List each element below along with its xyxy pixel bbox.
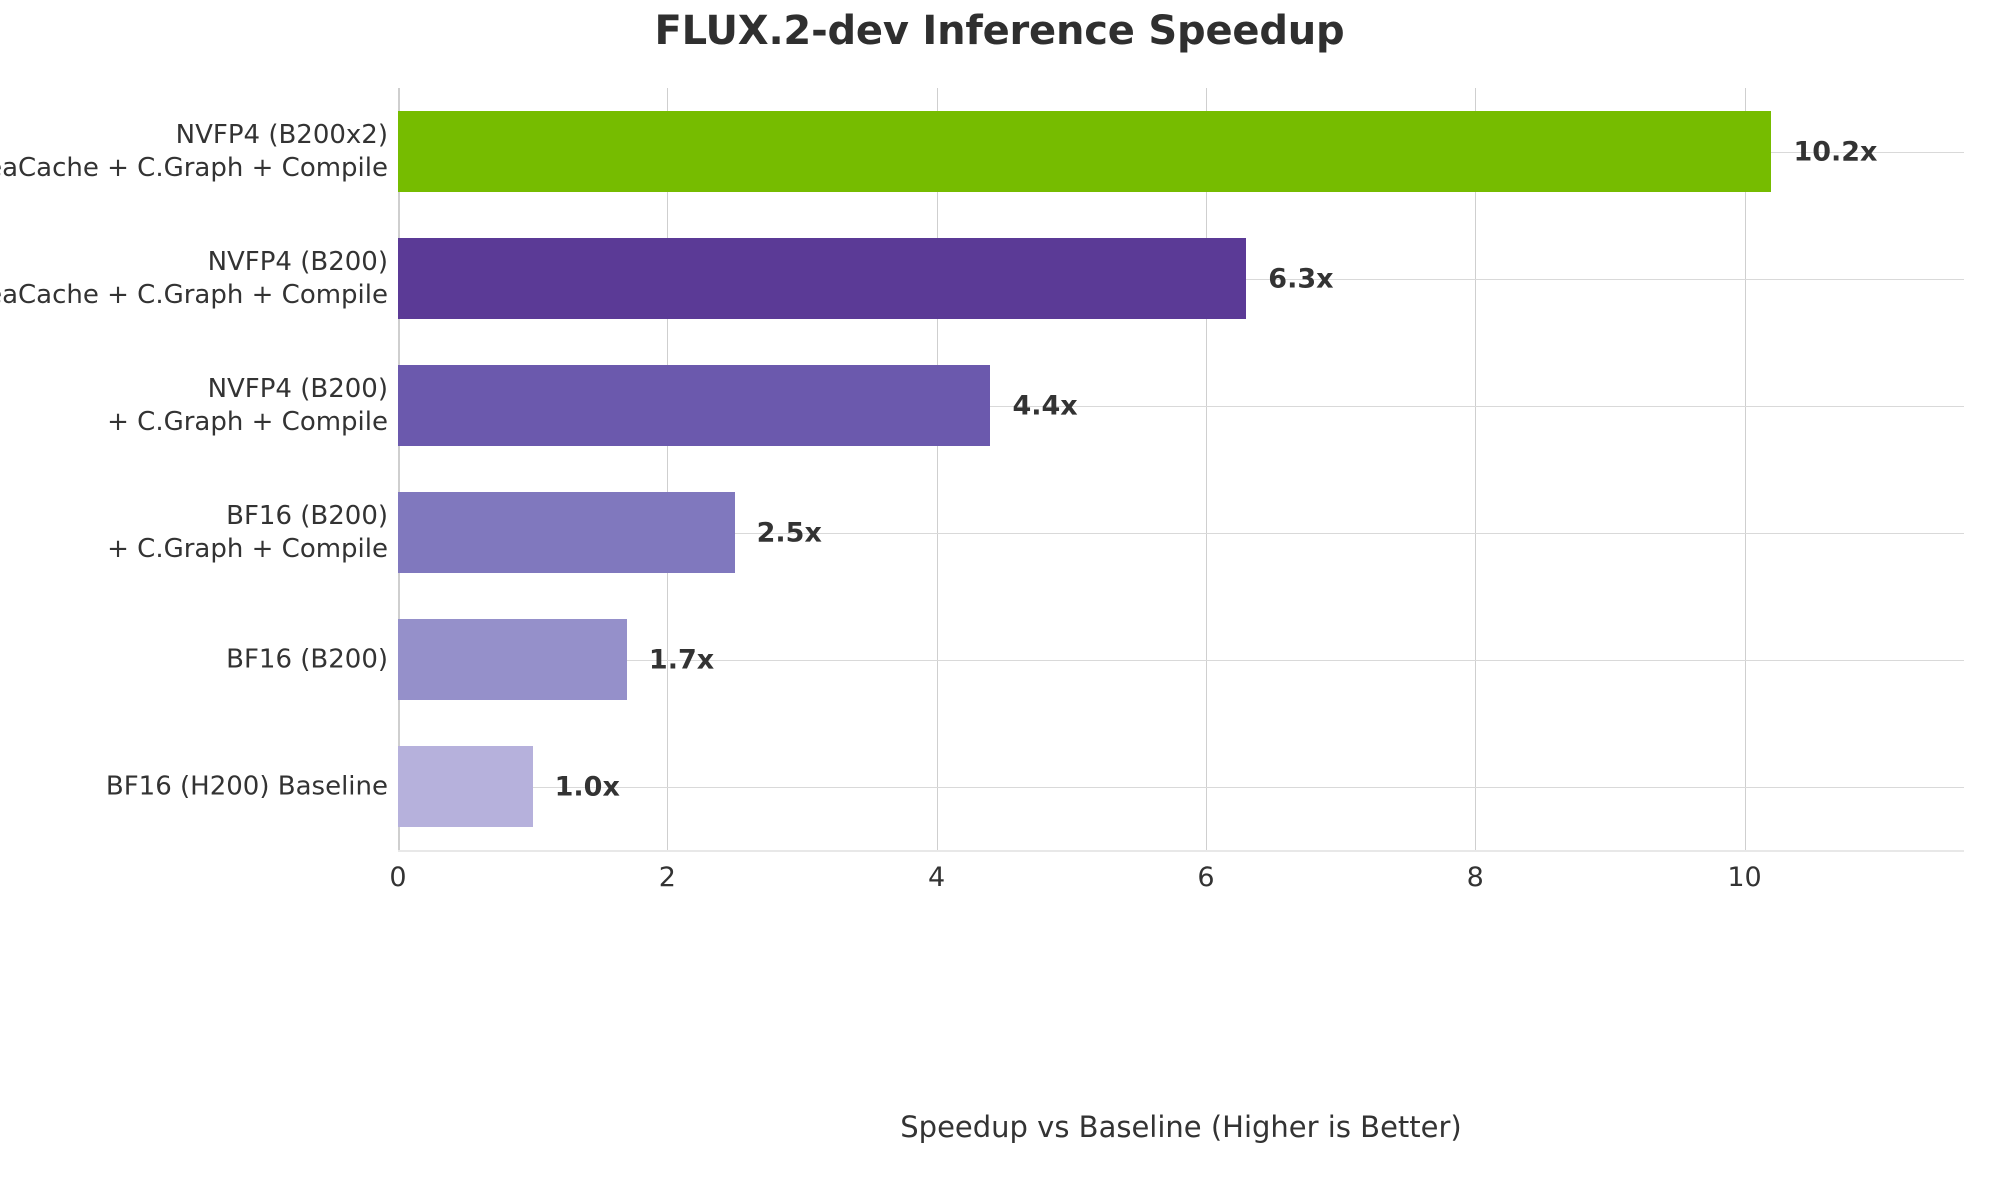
- y-tick-label-line2: + C.Graph + Compile: [107, 406, 388, 437]
- y-gridline: [398, 405, 1964, 407]
- x-gridline: [936, 88, 938, 850]
- y-tick-label: BF16 (B200): [226, 643, 388, 676]
- bar: [398, 618, 627, 701]
- x-tick-label: 10: [1727, 862, 1762, 893]
- y-tick-label: NVFP4 (B200) + C.Graph + Compile: [107, 373, 388, 439]
- y-tick-label: BF16 (H200) Baseline: [106, 770, 388, 803]
- y-gridline: [398, 532, 1964, 534]
- y-tick-label: NVFP4 (B200)+ TeaCache + C.Graph + Compi…: [0, 246, 388, 312]
- y-tick-label-line2: + TeaCache + C.Graph + Compile: [0, 279, 388, 310]
- y-tick-label: NVFP4 (B200x2)+ TeaCache + C.Graph + Com…: [0, 119, 388, 185]
- y-tick-label: BF16 (B200) + C.Graph + Compile: [107, 500, 388, 566]
- bar: [398, 237, 1247, 320]
- x-axis-spine: [398, 850, 1964, 852]
- y-tick-label-line1: NVFP4 (B200x2): [175, 119, 388, 150]
- y-tick-label-line2: + TeaCache + C.Graph + Compile: [0, 152, 388, 183]
- y-gridline: [398, 786, 1964, 788]
- x-axis-label: Speedup vs Baseline (Higher is Better): [900, 1110, 1462, 1144]
- bar: [398, 364, 991, 447]
- x-tick-label: 8: [1466, 862, 1484, 893]
- plot-area: [398, 88, 1964, 850]
- x-gridline: [1205, 88, 1207, 850]
- y-axis-spine: [398, 88, 400, 850]
- bar-value-label: 1.7x: [648, 644, 715, 675]
- y-tick-label-line1: NVFP4 (B200): [207, 373, 388, 404]
- chart-title: FLUX.2-dev Inference Speedup: [654, 8, 1345, 54]
- x-gridline: [398, 88, 399, 850]
- x-tick-label: 0: [389, 862, 407, 893]
- y-tick-label-line1: BF16 (B200): [226, 500, 388, 531]
- bar-value-label: 10.2x: [1793, 136, 1878, 167]
- y-tick-label-line1: BF16 (B200): [226, 644, 388, 674]
- bar: [398, 110, 1772, 193]
- bar-value-label: 4.4x: [1012, 390, 1078, 421]
- x-tick-label: 6: [1197, 862, 1215, 893]
- y-tick-label-line1: NVFP4 (B200): [207, 246, 388, 277]
- y-tick-label-line2: + C.Graph + Compile: [107, 533, 388, 564]
- bar: [398, 745, 533, 828]
- x-gridline: [667, 88, 669, 850]
- x-gridline: [1475, 88, 1477, 850]
- bar: [398, 491, 735, 574]
- y-gridline: [398, 659, 1964, 661]
- bar-value-label: 2.5x: [756, 517, 822, 548]
- bar-value-label: 6.3x: [1268, 263, 1334, 294]
- bar-value-label: 1.0x: [554, 771, 620, 802]
- x-tick-label: 2: [658, 862, 676, 893]
- x-tick-label: 4: [928, 862, 946, 893]
- x-gridline: [1744, 88, 1746, 850]
- y-tick-label-line1: BF16 (H200) Baseline: [105, 771, 388, 801]
